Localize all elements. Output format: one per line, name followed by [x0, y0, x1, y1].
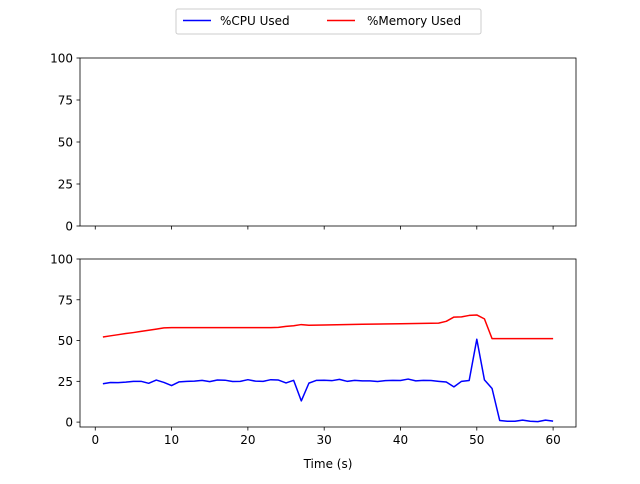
- y-tick-label: 75: [58, 293, 73, 307]
- y-tick-label: 25: [58, 375, 73, 389]
- panel-bottom: 0 25 50 75 100 0 10 20 30 40 50 60 Time (s): [50, 253, 577, 471]
- y-tick-label: 100: [50, 52, 73, 66]
- x-axis-label: Time (s): [303, 457, 353, 471]
- x-tick-label: 30: [317, 433, 332, 447]
- y-tick-label: 25: [58, 178, 73, 192]
- x-tick-label: 40: [393, 433, 408, 447]
- y-tick-label: 0: [65, 220, 73, 234]
- legend-label-memory: %Memory Used: [367, 14, 461, 28]
- x-tick-label: 20: [240, 433, 255, 447]
- legend-box: [175, 8, 482, 35]
- x-tick-label: 0: [91, 433, 99, 447]
- series-line-memory: [102, 314, 554, 340]
- x-tick-label: 60: [545, 433, 560, 447]
- y-tick-label: 100: [50, 253, 73, 267]
- legend-label-cpu: %CPU Used: [220, 14, 290, 28]
- x-tick-label: 50: [469, 433, 484, 447]
- y-tick-label: 50: [58, 334, 73, 348]
- series-line-cpu: [102, 338, 554, 423]
- legend: %CPU Used %Memory Used: [175, 8, 482, 35]
- y-tick-label: 0: [65, 416, 73, 430]
- plot-frame-bottom: [79, 258, 577, 428]
- x-tick-label: 10: [164, 433, 179, 447]
- panel-top: 0 25 50 75 100: [50, 52, 577, 234]
- y-tick-label: 50: [58, 136, 73, 150]
- y-tick-label: 75: [58, 94, 73, 108]
